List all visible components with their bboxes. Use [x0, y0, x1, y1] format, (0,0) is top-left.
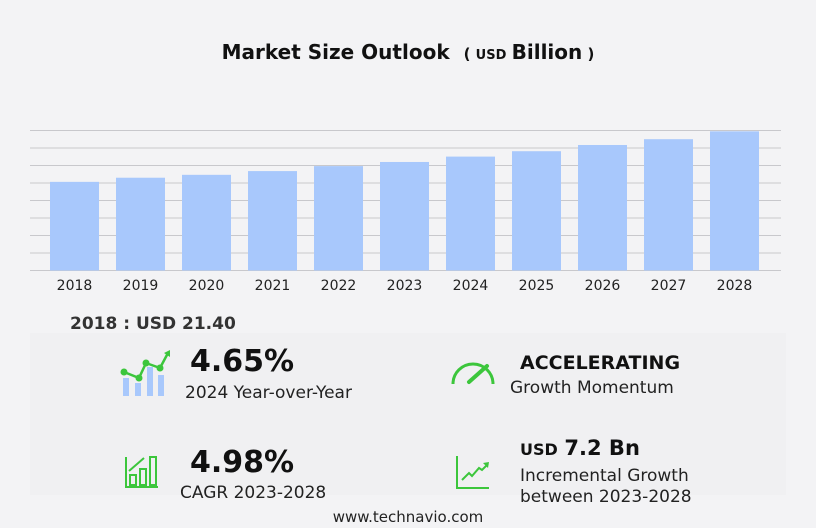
x-tick-label: 2026 [585, 278, 621, 294]
bar-2026 [578, 144, 627, 271]
unit-close: ) [587, 45, 595, 63]
x-tick-label: 2027 [651, 278, 687, 294]
speedometer-icon [451, 362, 495, 385]
bar-2025 [512, 151, 561, 271]
footer-url: www.technavio.com [332, 508, 484, 526]
chart-title: Market Size Outlook ( USD Billion ) [0, 40, 816, 64]
incremental-label-2: between 2023-2028 [520, 487, 692, 507]
incremental-label-1: Incremental Growth [520, 466, 689, 486]
incremental-value: USD 7.2 Bn [520, 436, 640, 460]
x-tick-label: 2028 [717, 278, 753, 294]
bar-2020 [182, 174, 231, 271]
bar-2024 [446, 156, 495, 271]
x-tick-label: 2019 [123, 278, 159, 294]
x-tick-label: 2018 [57, 278, 93, 294]
bar-chart: 2018 2019 2020 2021 2022 2023 2024 2025 2026 2027… [30, 130, 781, 294]
momentum-value: ACCELERATING [520, 352, 681, 374]
bar-chart-up-icon [125, 456, 158, 488]
bar-2019 [116, 177, 165, 271]
bar-2021 [248, 171, 297, 271]
trend-line-icon [456, 456, 489, 489]
unit-label: ( USD Billion ) [463, 40, 595, 64]
x-tick-label: 2023 [387, 278, 423, 294]
yoy-value: 4.65% [190, 344, 295, 379]
incremental-prefix: USD [520, 440, 558, 459]
unit-usd: USD [475, 48, 507, 63]
x-tick-label: 2021 [255, 278, 291, 294]
growth-chart-icon [120, 350, 170, 396]
incremental-amount: 7.2 Bn [564, 436, 640, 460]
x-tick-label: 2024 [453, 278, 489, 294]
bar-2027 [644, 139, 693, 271]
cagr-value: 4.98% [190, 445, 295, 480]
bar-2023 [380, 161, 429, 271]
first-year-value: 2018 : USD 21.40 [70, 314, 236, 334]
bar-2028 [710, 131, 759, 271]
x-tick-label: 2025 [519, 278, 555, 294]
unit-word: Billion [511, 40, 583, 64]
x-tick-label: 2020 [189, 278, 225, 294]
title-text: Market Size Outlook [221, 40, 450, 64]
x-tick-label: 2022 [321, 278, 357, 294]
momentum-label: Growth Momentum [510, 378, 674, 398]
bar-2018 [50, 181, 99, 271]
unit-open: ( [463, 45, 471, 63]
yoy-label: 2024 Year-over-Year [185, 383, 352, 403]
bar-2022 [314, 166, 363, 271]
cagr-label: CAGR 2023-2028 [180, 483, 327, 503]
